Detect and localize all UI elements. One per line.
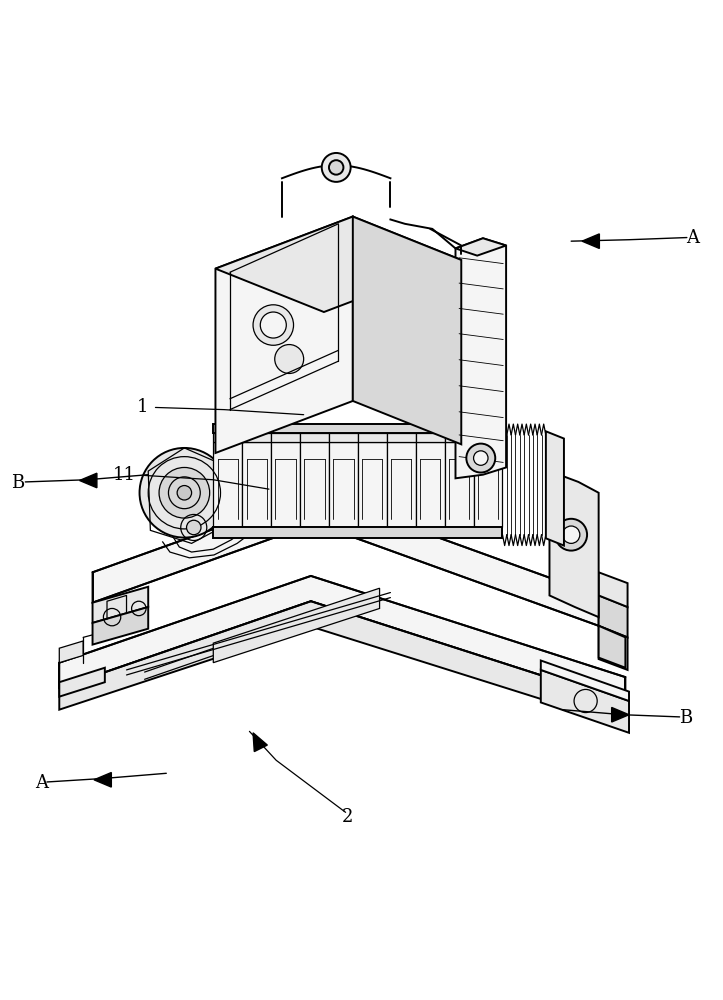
Polygon shape bbox=[416, 442, 445, 527]
Polygon shape bbox=[358, 433, 387, 442]
Polygon shape bbox=[612, 707, 629, 722]
Polygon shape bbox=[59, 668, 105, 697]
Circle shape bbox=[329, 160, 343, 175]
Text: 2: 2 bbox=[341, 808, 353, 826]
Text: 1: 1 bbox=[137, 398, 148, 416]
Circle shape bbox=[275, 345, 304, 373]
Polygon shape bbox=[93, 493, 599, 626]
Polygon shape bbox=[582, 234, 599, 248]
Polygon shape bbox=[455, 238, 506, 256]
Circle shape bbox=[177, 486, 192, 500]
Polygon shape bbox=[445, 442, 474, 527]
Polygon shape bbox=[474, 433, 502, 442]
Polygon shape bbox=[242, 442, 271, 527]
Polygon shape bbox=[541, 670, 629, 733]
Polygon shape bbox=[271, 433, 300, 442]
Polygon shape bbox=[94, 773, 111, 787]
Circle shape bbox=[253, 305, 294, 345]
Polygon shape bbox=[213, 433, 242, 442]
Polygon shape bbox=[329, 433, 358, 442]
Polygon shape bbox=[387, 433, 416, 442]
Polygon shape bbox=[213, 527, 502, 538]
Circle shape bbox=[159, 467, 210, 518]
Polygon shape bbox=[80, 473, 97, 488]
Circle shape bbox=[466, 444, 495, 473]
Polygon shape bbox=[599, 572, 628, 607]
Circle shape bbox=[260, 312, 286, 338]
Text: A: A bbox=[686, 229, 699, 247]
Text: A: A bbox=[35, 774, 48, 792]
Polygon shape bbox=[93, 607, 148, 645]
Polygon shape bbox=[300, 433, 329, 442]
Circle shape bbox=[555, 519, 587, 551]
Polygon shape bbox=[599, 595, 628, 637]
Circle shape bbox=[474, 451, 488, 465]
Polygon shape bbox=[599, 626, 625, 668]
Circle shape bbox=[562, 526, 580, 543]
Polygon shape bbox=[329, 442, 358, 527]
Text: B: B bbox=[12, 474, 25, 492]
Circle shape bbox=[322, 153, 351, 182]
Text: 11: 11 bbox=[113, 466, 136, 484]
Polygon shape bbox=[549, 471, 599, 617]
Polygon shape bbox=[253, 733, 268, 752]
Polygon shape bbox=[353, 217, 461, 444]
Polygon shape bbox=[541, 661, 629, 701]
Polygon shape bbox=[59, 601, 625, 726]
Polygon shape bbox=[215, 217, 461, 312]
Polygon shape bbox=[358, 442, 387, 527]
Polygon shape bbox=[599, 626, 628, 670]
Polygon shape bbox=[416, 433, 445, 442]
Polygon shape bbox=[445, 433, 474, 442]
Polygon shape bbox=[546, 431, 564, 546]
Polygon shape bbox=[59, 576, 625, 702]
Polygon shape bbox=[455, 238, 506, 478]
Polygon shape bbox=[300, 442, 329, 527]
Polygon shape bbox=[387, 442, 416, 527]
Polygon shape bbox=[271, 442, 300, 527]
Polygon shape bbox=[93, 587, 148, 623]
Polygon shape bbox=[242, 433, 271, 442]
Polygon shape bbox=[474, 442, 502, 527]
Polygon shape bbox=[213, 588, 380, 663]
Circle shape bbox=[140, 448, 229, 538]
Polygon shape bbox=[213, 424, 502, 433]
Polygon shape bbox=[213, 442, 242, 527]
Text: B: B bbox=[679, 709, 692, 727]
Polygon shape bbox=[59, 641, 83, 663]
Polygon shape bbox=[215, 217, 353, 453]
Circle shape bbox=[187, 520, 201, 535]
